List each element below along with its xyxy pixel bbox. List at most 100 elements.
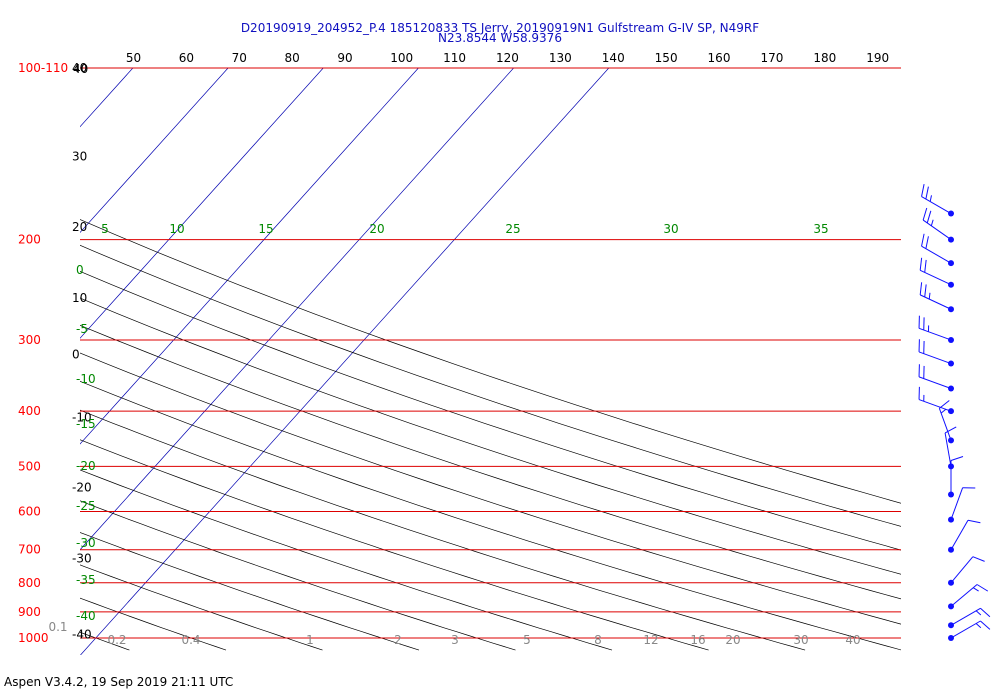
wind-barb-staff: [950, 487, 964, 520]
mixing-ratio-label: 3: [451, 633, 459, 647]
wind-barb: [918, 315, 954, 343]
wind-barb-feather: [921, 184, 925, 197]
left-temp-label: -20: [72, 481, 92, 495]
mixing-ratio-label: 0.2: [107, 633, 126, 647]
wind-barb: [948, 584, 989, 610]
wind-barb-feather: [926, 210, 932, 224]
wind-barb: [921, 233, 954, 267]
top-temp-label: 170: [760, 51, 783, 65]
theta-label: 30: [663, 222, 678, 236]
pressure-label: 700: [18, 543, 41, 557]
left-temp-label: 20: [72, 220, 87, 234]
top-temp-label: 80: [285, 51, 300, 65]
wind-barb-feather: [944, 426, 957, 434]
top-temp-label: 180: [813, 51, 836, 65]
isotherm-line: [80, 68, 514, 551]
software-footer: Aspen V3.4.2, 19 Sep 2019 21:11 UTC: [4, 675, 234, 689]
wind-barb-half-feather: [928, 292, 931, 300]
top-temp-label: 50: [126, 51, 141, 65]
pressure-label: 500: [18, 459, 41, 473]
wind-barb-feather: [924, 284, 927, 298]
wind-barb-staff: [921, 245, 952, 264]
wind-barb-staff: [919, 269, 952, 286]
dry-adiabat: [80, 532, 420, 651]
wind-barb-staff: [950, 520, 969, 550]
dry-adiabat: [80, 469, 613, 651]
theta-label: 35: [813, 222, 828, 236]
mixing-ratio-label: 0.1: [48, 620, 67, 634]
mixing-ratio-label: 12: [643, 633, 658, 647]
top-temp-label: 100: [390, 51, 413, 65]
chart-title: D20190919_204952_P.4 185120833 TS Jerry,…: [240, 21, 760, 35]
pressure-label: 1000: [18, 631, 49, 645]
dry-adiabat: [80, 219, 901, 504]
theta-label: -5: [76, 322, 88, 336]
isotherm-line: [80, 68, 419, 445]
top-temp-label: 160: [708, 51, 731, 65]
mixing-ratio-label: 5: [523, 633, 531, 647]
theta-label: -25: [76, 499, 96, 513]
top-temp-label: 90: [337, 51, 352, 65]
pressure-label: 300: [18, 333, 41, 347]
top-temp-label: 70: [232, 51, 247, 65]
wind-barb-feather: [924, 259, 927, 273]
isotherm-line: [80, 68, 134, 128]
theta-label: -30: [76, 536, 96, 550]
mixing-ratio-label: 0.4: [181, 633, 200, 647]
theta-label: 0: [76, 263, 84, 277]
pressure-label: 600: [18, 505, 41, 519]
wind-barb-feather: [972, 556, 985, 562]
wind-barb: [919, 282, 954, 313]
wind-barb-staff: [918, 376, 952, 389]
wind-barb-staff: [950, 556, 974, 584]
pressure-label: 100-110: [18, 61, 68, 75]
pressure-label: 800: [18, 576, 41, 590]
wind-barb: [918, 364, 954, 392]
wind-barb-staff: [918, 327, 952, 341]
pressure-label: 200: [18, 233, 41, 247]
top-temp-label: 120: [496, 51, 519, 65]
pressure-label: 900: [18, 605, 41, 619]
wind-barb-staff: [950, 607, 981, 626]
wind-barb: [948, 620, 991, 641]
pressure-label: 400: [18, 404, 41, 418]
top-temp-label: 190: [866, 51, 889, 65]
wind-barb-feather: [967, 519, 981, 524]
isotherm-line: [80, 68, 229, 234]
wind-barb: [921, 184, 954, 217]
theta-label: -40: [76, 609, 96, 623]
theta-label: -15: [76, 417, 96, 431]
isobars: [80, 67, 901, 639]
top-temp-label: 40: [73, 62, 88, 76]
top-temp-label: 150: [655, 51, 678, 65]
isotherm-line: [80, 68, 324, 339]
grid-lines: [0, 68, 901, 655]
left-temp-label: 40: [72, 61, 87, 75]
mixing-ratio-label: 2: [394, 633, 402, 647]
dry-adiabat: [80, 380, 901, 651]
theta-label: 25: [505, 222, 520, 236]
wind-barb: [948, 607, 991, 629]
dry-adiabat: [80, 324, 901, 600]
dry-adiabat: [80, 564, 323, 651]
wind-barb: [918, 339, 954, 367]
wind-barb-half-feather: [975, 610, 982, 616]
theta-label: 20: [369, 222, 384, 236]
wind-barb-feather: [925, 236, 929, 249]
wind-barb-feather: [925, 186, 929, 200]
isotherm-line: [0, 68, 38, 655]
wind-barb-feather: [921, 233, 925, 247]
wind-barb: [919, 257, 954, 288]
wind-barb-staff: [919, 294, 952, 310]
isotherm-line: [80, 68, 610, 655]
wind-barb: [948, 556, 985, 586]
left-temp-label: -10: [72, 410, 92, 424]
theta-label: 5: [101, 222, 109, 236]
wind-barb-staff: [921, 196, 952, 214]
wind-barb-feather: [980, 607, 991, 618]
dry-adiabat: [80, 597, 227, 651]
left-temp-label: 10: [72, 291, 87, 305]
wind-barb-half-feather: [930, 219, 934, 226]
